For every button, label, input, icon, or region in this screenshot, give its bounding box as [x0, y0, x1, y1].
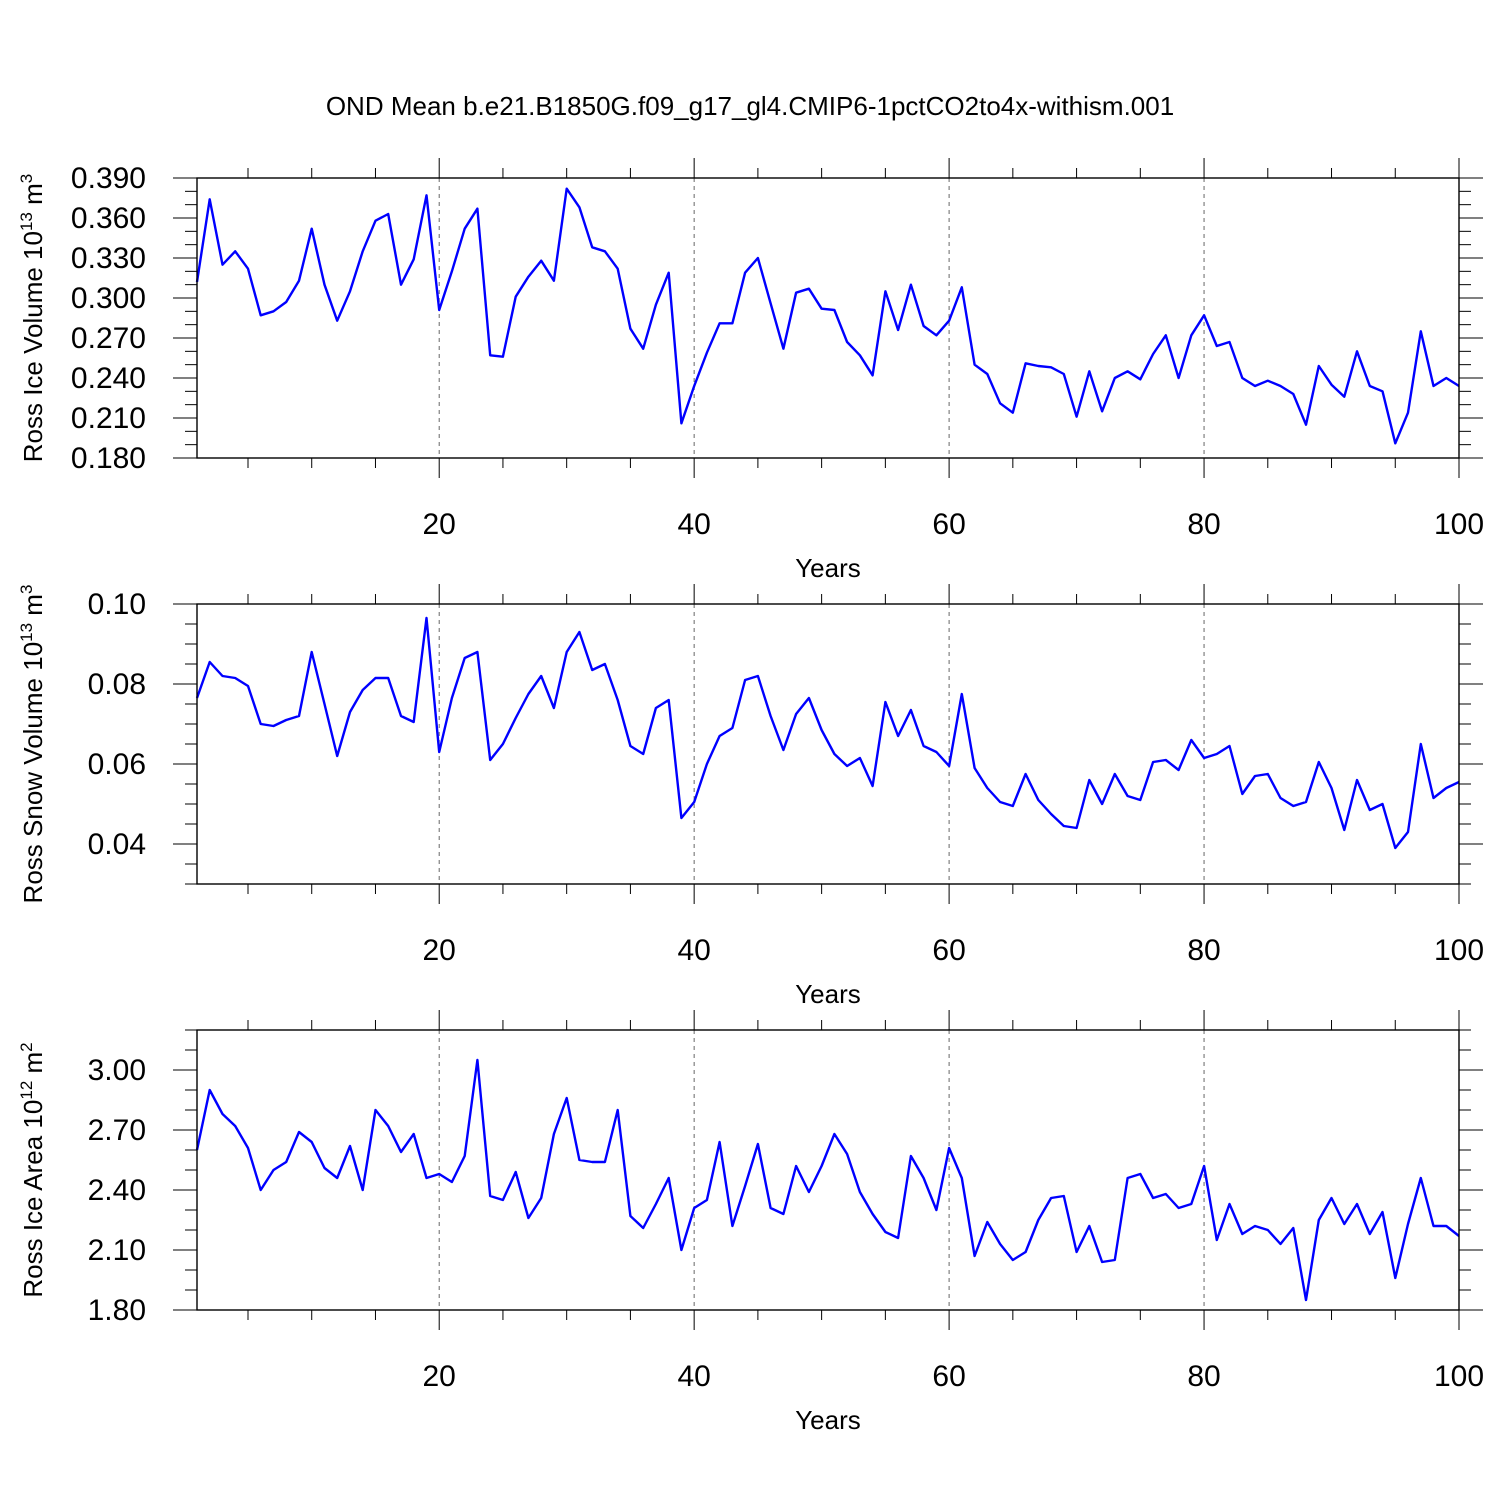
- x-tick-label: 20: [423, 508, 456, 541]
- y-tick-label: 0.240: [71, 362, 146, 395]
- x-axis-title: Years: [795, 553, 861, 583]
- y-tick-label: 0.270: [71, 322, 146, 355]
- y-tick-label: 0.04: [88, 828, 146, 861]
- y-axis-title-text: Ross Ice Volume 10: [18, 231, 48, 462]
- y-axis-title: Ross Ice Volume 1013 m3: [17, 174, 48, 463]
- y-tick-label: 0.06: [88, 748, 146, 781]
- x-tick-label: 40: [677, 1360, 710, 1393]
- y-tick-label: 3.00: [88, 1054, 146, 1087]
- y-axis-title-unit: m: [18, 1052, 48, 1081]
- y-axis-title-unit-exponent: 2: [17, 1042, 36, 1051]
- series-line-ice-volume: [195, 187, 1460, 445]
- x-tick-label: 20: [423, 1360, 456, 1393]
- y-tick-label: 0.300: [71, 282, 146, 315]
- x-axis-title: Years: [795, 979, 861, 1009]
- x-tick-label: 80: [1187, 934, 1220, 967]
- plot-frame: [196, 603, 1460, 885]
- y-tick-label: 2.10: [88, 1234, 146, 1267]
- panels: 0.180 0.210 0.240 0.270 0.300 0.330 0.360 0.390…: [17, 158, 1484, 1435]
- x-tick-label: 40: [677, 508, 710, 541]
- y-tick-label: 0.390: [71, 162, 146, 195]
- y-tick-label: 1.80: [88, 1294, 146, 1327]
- x-tick-label: 60: [932, 934, 965, 967]
- y-tick-label: 0.180: [71, 442, 146, 475]
- x-tick-label: 100: [1434, 1360, 1484, 1393]
- y-tick-label: 0.08: [88, 668, 146, 701]
- x-tick-label: 40: [677, 934, 710, 967]
- x-tick-label: 100: [1434, 934, 1484, 967]
- y-axis-title-unit: m: [18, 183, 48, 212]
- x-tick-label: 60: [932, 1360, 965, 1393]
- y-tick-label: 0.10: [88, 588, 146, 621]
- y-tick-label: 0.210: [71, 402, 146, 435]
- figure-title: OND Mean b.e21.B1850G.f09_g17_gl4.CMIP6-…: [326, 91, 1174, 121]
- plot-frame: [196, 1029, 1460, 1311]
- series-line-snow-volume: [195, 616, 1460, 850]
- chart-panel-snow-volume: 0.04 0.06 0.08 0.10 20 40 60 80 100 Years Ross Sno…: [17, 584, 1484, 1009]
- x-tick-label: 80: [1187, 1360, 1220, 1393]
- y-axis-title-unit-exponent: 3: [17, 585, 36, 594]
- series-line-ice-area: [195, 1058, 1460, 1302]
- y-axis-title-exponent: 13: [17, 212, 36, 231]
- y-axis-title: Ross Snow Volume 1013 m3: [17, 585, 48, 904]
- x-tick-label: 20: [423, 934, 456, 967]
- y-axis-title-exponent: 13: [17, 623, 36, 642]
- x-tick-label: 60: [932, 508, 965, 541]
- y-axis-title-unit-exponent: 3: [17, 174, 36, 183]
- y-axis-title-unit: m: [18, 594, 48, 623]
- y-tick-label: 2.40: [88, 1174, 146, 1207]
- y-axis-title-text: Ross Ice Area 10: [18, 1100, 48, 1298]
- y-axis-title-exponent: 12: [17, 1081, 36, 1100]
- y-axis-title-text: Ross Snow Volume 10: [18, 642, 48, 904]
- y-tick-label: 0.360: [71, 202, 146, 235]
- x-tick-label: 100: [1434, 508, 1484, 541]
- y-tick-label: 0.330: [71, 242, 146, 275]
- y-axis-title: Ross Ice Area 1012 m2: [17, 1042, 48, 1297]
- x-tick-label: 80: [1187, 508, 1220, 541]
- chart-panel-ice-area: 1.80 2.10 2.40 2.70 3.00 20 40 60 80 100 Years Ross…: [17, 1010, 1484, 1435]
- x-axis-title: Years: [795, 1405, 861, 1435]
- y-tick-label: 2.70: [88, 1114, 146, 1147]
- plot-frame: [196, 177, 1460, 459]
- chart-panel-ice-volume: 0.180 0.210 0.240 0.270 0.300 0.330 0.360 0.390…: [17, 158, 1484, 583]
